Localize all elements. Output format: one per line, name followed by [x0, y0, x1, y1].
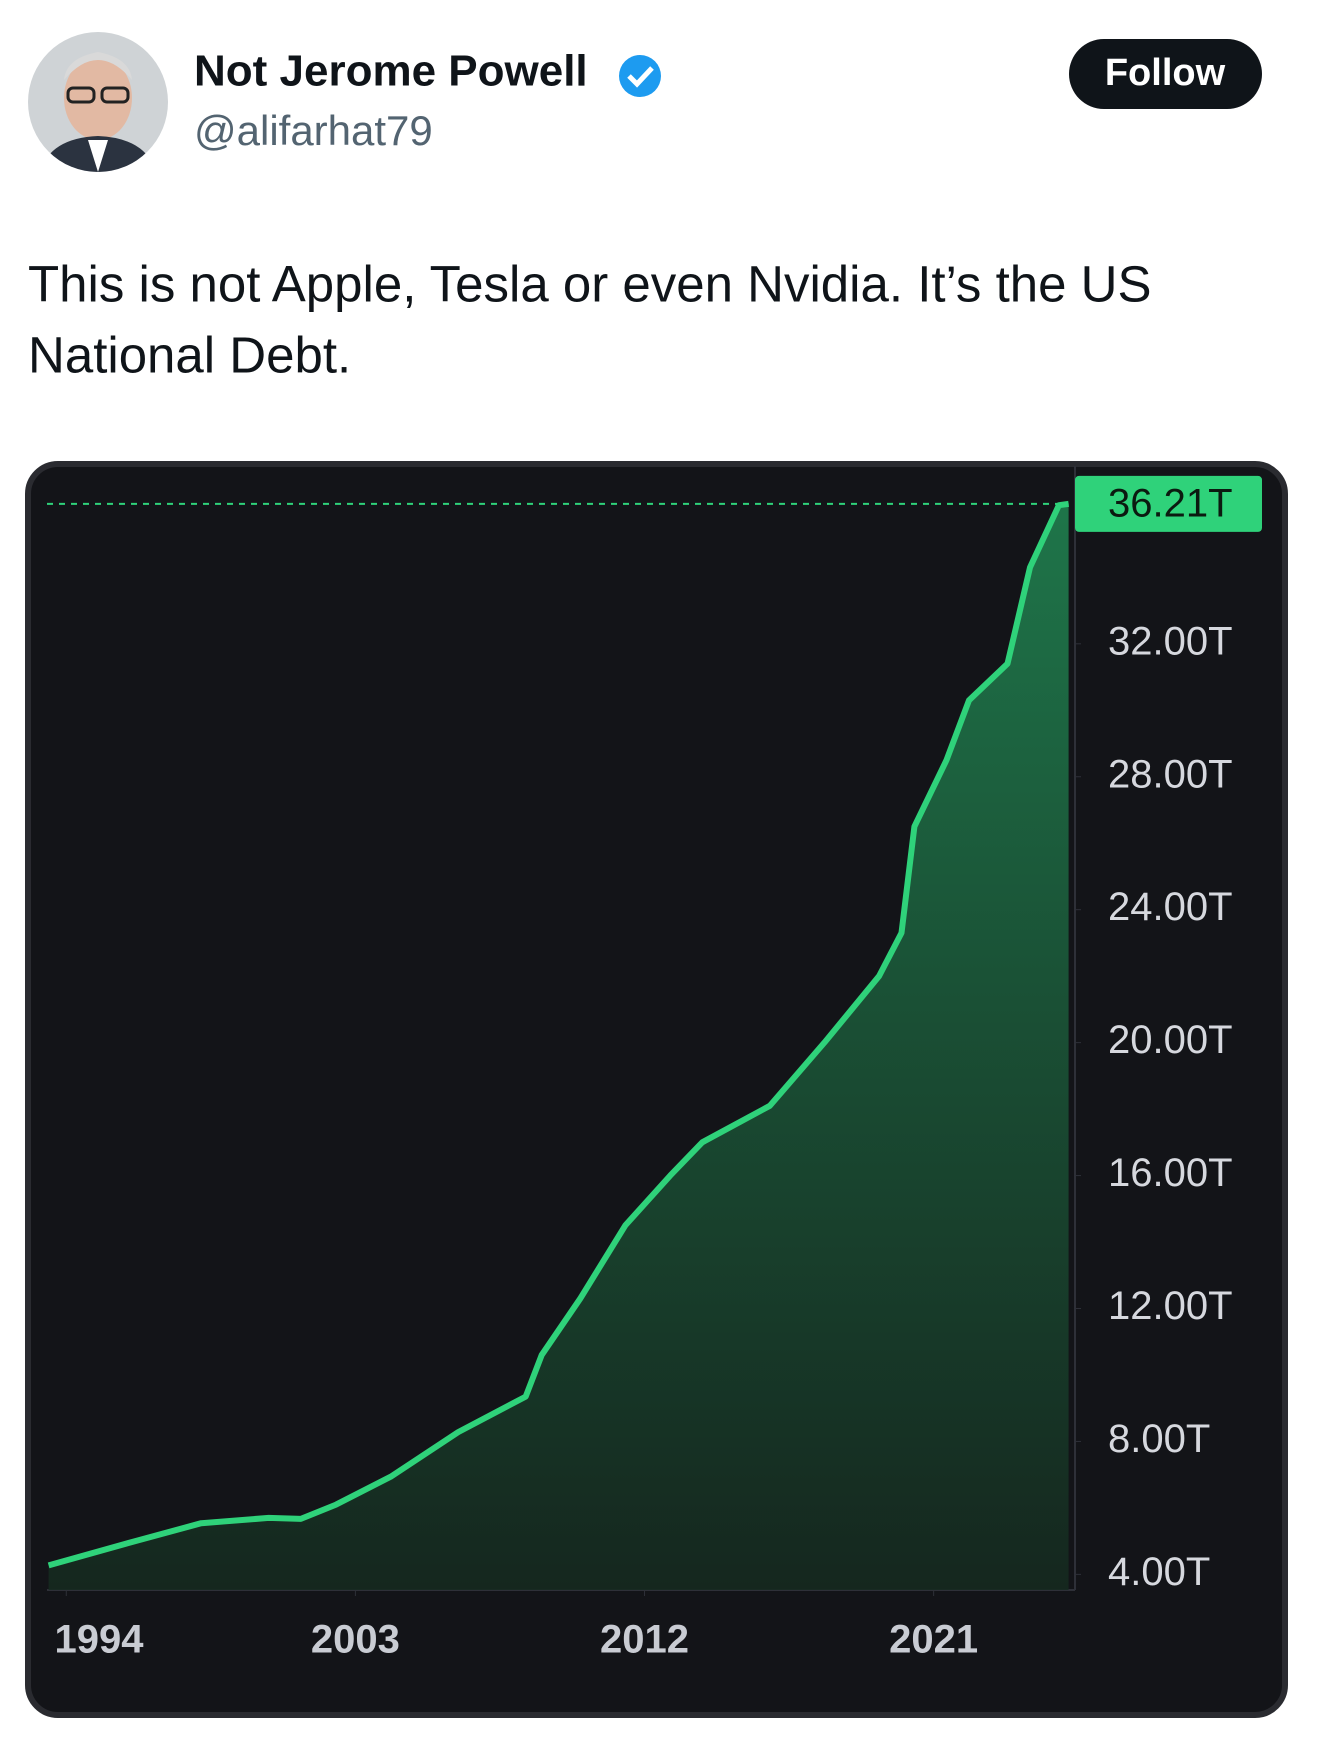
tweet-text: This is not Apple, Tesla or even Nvidia.…	[28, 255, 1152, 312]
y-tick-label: 4.00T	[1108, 1550, 1210, 1594]
y-tick-label: 16.00T	[1108, 1151, 1233, 1195]
verified-badge	[619, 55, 661, 97]
last-value-label: 36.21T	[1108, 481, 1233, 525]
avatar[interactable]	[28, 32, 168, 172]
x-tick-label: 2003	[311, 1618, 400, 1662]
area	[48, 503, 1069, 1590]
x-tick-label: 2012	[600, 1618, 689, 1662]
y-tick-label: 12.00T	[1108, 1284, 1233, 1328]
author-handle[interactable]: @alifarhat79	[194, 107, 433, 154]
y-tick-label: 20.00T	[1108, 1018, 1233, 1062]
author-name[interactable]: Not Jerome Powell	[194, 47, 588, 96]
x-tick-label: 2021	[889, 1618, 978, 1662]
line	[47, 500, 1069, 1569]
tweet-text: National Debt.	[28, 326, 351, 383]
last-value-tag	[1075, 475, 1262, 532]
follow-label[interactable]: Follow	[1105, 52, 1226, 94]
x-tick-label: 1994	[55, 1618, 145, 1662]
follow-button[interactable]	[1069, 39, 1262, 109]
y-tick-label: 8.00T	[1108, 1417, 1210, 1461]
y-tick-label: 28.00T	[1108, 752, 1233, 796]
y-tick-label: 24.00T	[1108, 885, 1233, 929]
y-tick-label: 32.00T	[1108, 619, 1233, 663]
